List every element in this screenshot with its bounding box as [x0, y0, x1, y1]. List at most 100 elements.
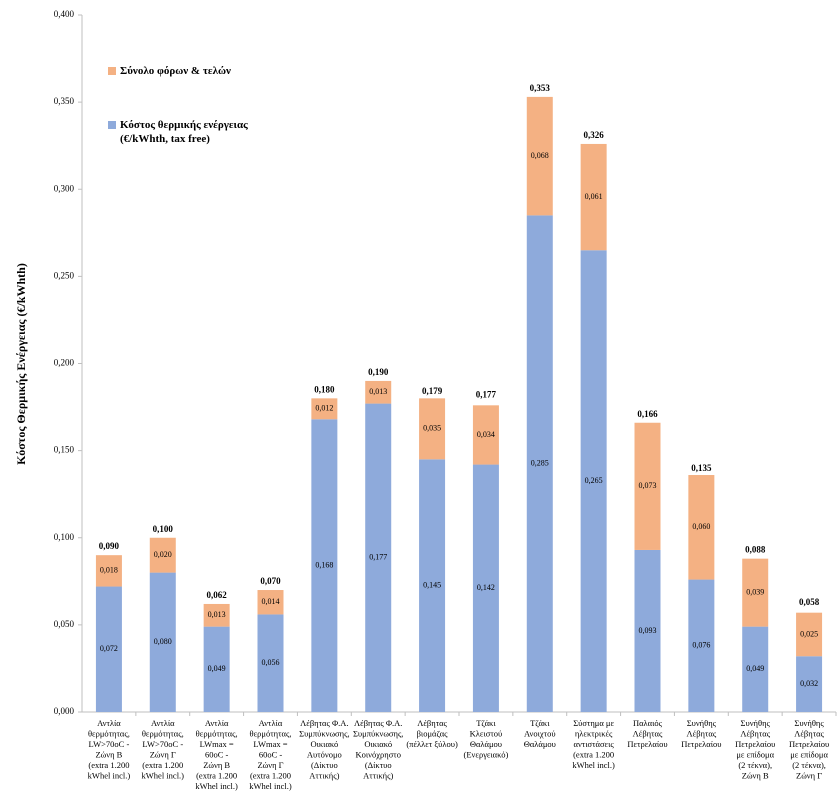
- x-tick-label: Τζάκι Κλειστού Θαλάμου (Ενεργειακό): [464, 718, 509, 760]
- x-tick-label-line: Παλαιός: [633, 718, 663, 728]
- x-tick-label: Αντλία θερμότητας, LWmax = 60oC -Ζώνη Γ (ext…: [249, 718, 292, 791]
- x-tick-label-line: Συνήθης: [741, 718, 771, 728]
- value-label: 0,177: [369, 553, 387, 562]
- y-tick-label: 0,050: [54, 619, 75, 629]
- y-tick-label: 0,350: [54, 96, 75, 106]
- x-tick-label-line: 60oC -: [205, 749, 229, 759]
- value-label: 0,061: [585, 192, 603, 201]
- value-label: 0,072: [100, 644, 118, 653]
- x-tick-label-line: Ζώνη Γ: [796, 770, 822, 780]
- value-label: 0,145: [423, 580, 441, 589]
- y-tick-label: 0,250: [54, 270, 75, 280]
- bar-segment: [311, 419, 338, 712]
- value-label: 0,039: [746, 587, 764, 596]
- x-tick-label-line: Θαλάμου: [524, 739, 556, 749]
- total-label: 0,179: [422, 386, 443, 396]
- x-tick-label-line: (2 τέκνα),: [738, 760, 772, 770]
- x-tick-label: Λέβητας βιομάζας (πέλλετ ξύλου): [406, 718, 458, 749]
- x-tick-label-line: Ζώνη Β: [742, 770, 769, 780]
- bar-segment: [472, 405, 499, 465]
- total-label: 0,180: [314, 384, 335, 394]
- x-tick-label-line: Αντλία: [97, 718, 121, 728]
- bar-segment: [203, 603, 230, 627]
- x-tick-label-line: θερμότητας,: [196, 728, 238, 738]
- x-tick-label-line: Ζώνη Γ: [257, 760, 283, 770]
- x-tick-label: Σύστημα με ηλεκτρικές αντιστάσεις (extra 1.…: [572, 718, 615, 770]
- x-tick-label: Συνήθης Λέβητας Πετρελαίου με επίδομα (2 τέκ…: [735, 718, 775, 781]
- x-tick-label-line: Συμπύκνωσης,: [353, 728, 403, 738]
- x-tick-label: Αντλία θερμότητας, LW>70oC -Ζώνη Β (extra 1…: [88, 718, 131, 781]
- bar-segment: [634, 422, 661, 550]
- x-tick-label-line: (extra 1.200: [196, 770, 237, 780]
- bar-segment: [796, 612, 823, 657]
- value-label: 0,013: [208, 610, 226, 619]
- x-tick-label: Συνήθης Λέβητας Πετρελαίου με επίδομα (2 τέκ…: [789, 718, 829, 781]
- x-tick-label-line: kWhel incl.): [572, 760, 615, 770]
- x-tick-label-line: Ζώνη Γ: [150, 749, 176, 759]
- value-label: 0,142: [477, 583, 495, 592]
- bar-segment: [365, 403, 392, 712]
- y-tick-label: 0,400: [54, 9, 75, 19]
- x-tick-label: Αντλία θερμότητας, LWmax = 60oC -Ζώνη Β (ext…: [195, 718, 238, 791]
- x-tick-label-line: θερμότητας,: [142, 728, 184, 738]
- bar-segment: [149, 537, 176, 573]
- x-tick-label-line: kWhel incl.): [249, 781, 292, 791]
- total-label: 0,058: [799, 597, 820, 607]
- value-label: 0,035: [423, 424, 441, 433]
- x-tick-label-line: kWhel incl.): [88, 770, 131, 780]
- bar-segment: [257, 614, 284, 712]
- x-tick-label-line: LW>70oC -: [142, 739, 183, 749]
- x-tick-label-line: Τζάκι: [530, 718, 550, 728]
- x-tick-label-line: kWhel incl.): [195, 781, 238, 791]
- total-label: 0,062: [207, 590, 228, 600]
- bar-segment: [742, 558, 769, 627]
- x-tick-label-line: LWmax =: [253, 739, 287, 749]
- x-tick-label-line: Πετρελαίου: [789, 739, 829, 749]
- x-tick-label-line: Ανοιχτού: [524, 728, 556, 738]
- x-tick-label-line: Πετρελαίου: [627, 739, 667, 749]
- value-label: 0,056: [262, 658, 280, 667]
- legend: Σύνολο φόρων & τελών Κόστος θερμικής ενέρ…: [108, 64, 278, 186]
- x-tick-label-line: Αντλία: [205, 718, 229, 728]
- x-tick-label-line: Αντλία: [259, 718, 283, 728]
- value-label: 0,013: [369, 387, 387, 396]
- x-tick-label-line: (Δίκτυο: [311, 760, 338, 770]
- value-label: 0,285: [531, 459, 549, 468]
- x-tick-label-line: Αυτόνομο: [307, 749, 342, 759]
- x-tick-label-line: Λέβητας: [794, 728, 824, 738]
- value-label: 0,049: [746, 664, 764, 673]
- x-tick-label-line: Τζάκι: [476, 718, 496, 728]
- bar-segment: [796, 656, 823, 712]
- value-label: 0,020: [154, 550, 172, 559]
- x-tick-label: Συνήθης Λέβητας Πετρελαίου: [681, 718, 721, 749]
- bar-segment: [419, 459, 446, 712]
- x-tick-label-line: θερμότητας,: [250, 728, 292, 738]
- x-tick-label-line: (extra 1.200: [250, 770, 291, 780]
- y-tick-label: 0,300: [54, 183, 75, 193]
- value-label: 0,014: [262, 597, 280, 606]
- legend-label: Σύνολο φόρων & τελών: [120, 65, 231, 77]
- value-label: 0,076: [692, 641, 710, 650]
- value-label: 0,265: [585, 476, 603, 485]
- x-tick-label: Λέβητας Φ.Α. Συμπύκνωσης, Οικιακό Κοινόχρησ…: [353, 718, 403, 781]
- y-tick-label: 0,100: [54, 532, 75, 542]
- x-tick-label-line: Λέβητας: [417, 718, 447, 728]
- x-tick-label-line: θερμότητας,: [88, 728, 130, 738]
- x-tick-label-line: (2 τέκνα),: [792, 760, 826, 770]
- bar-segment: [688, 579, 715, 712]
- value-label: 0,068: [531, 151, 549, 160]
- x-tick-label-line: (Δίκτυο: [365, 760, 392, 770]
- x-tick-label-line: Λέβητας: [740, 728, 770, 738]
- x-tick-label-line: Κοινόχρηστο: [355, 749, 400, 759]
- legend-swatch: [108, 67, 116, 75]
- x-tick-label-line: Συμπύκνωσης,: [299, 728, 349, 738]
- bar-segment: [688, 475, 715, 580]
- x-tick-label-line: LWmax =: [200, 739, 234, 749]
- y-tick-label: 0,200: [54, 358, 75, 368]
- total-label: 0,190: [368, 367, 389, 377]
- x-tick-label-line: Συνήθης: [794, 718, 824, 728]
- legend-label: Κόστος θερμικής ενέργειας (€/kWhth, tax …: [120, 119, 248, 145]
- y-tick-label: 0,000: [54, 706, 75, 716]
- x-tick-label-line: αντιστάσεις: [574, 739, 615, 749]
